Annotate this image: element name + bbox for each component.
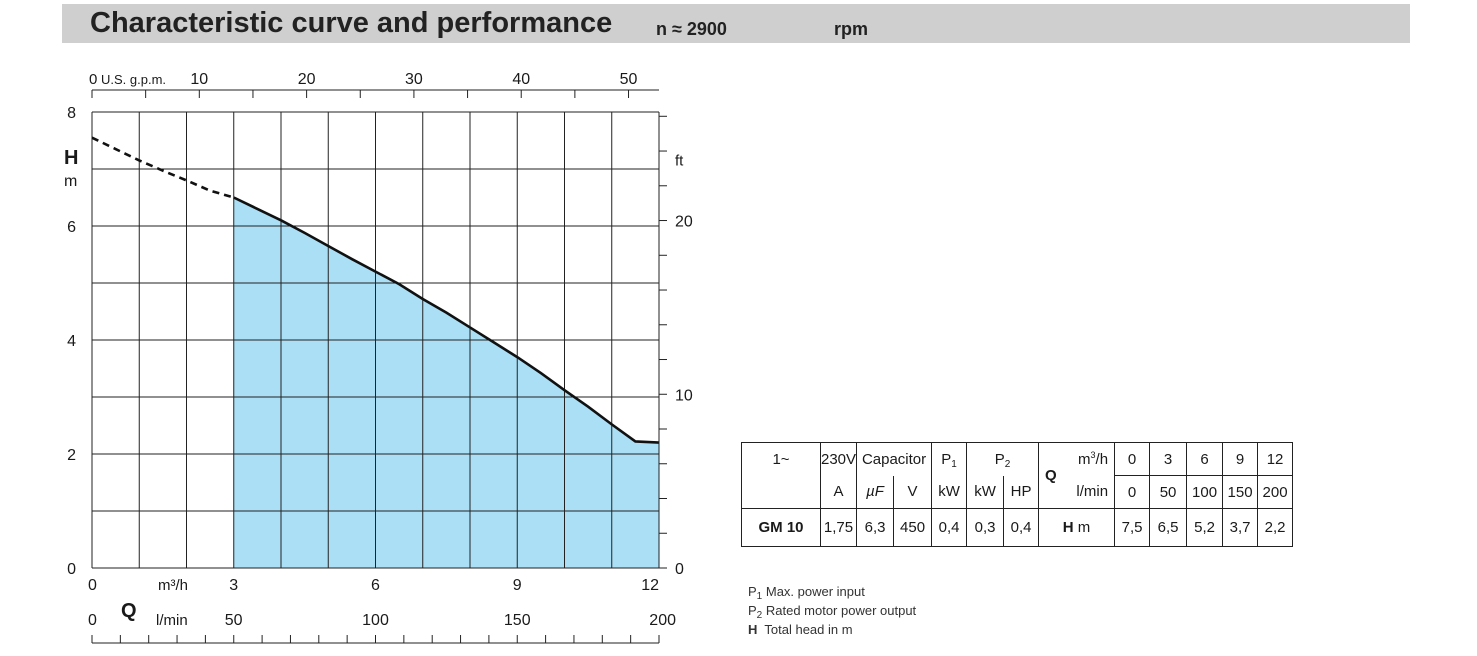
x-tick-label-m3h: 9: [513, 577, 522, 594]
y-axis-unit: m: [64, 173, 77, 190]
page-title: Characteristic curve and performance: [90, 7, 613, 39]
empty-cell: [741, 475, 821, 509]
unit-cell: kW: [931, 475, 968, 509]
head-value: 5,2: [1186, 508, 1224, 547]
unit-cell: kW: [966, 475, 1005, 509]
x-tick-label-lmin: 100: [362, 612, 389, 629]
speed-label: n ≈ 2900: [656, 19, 727, 39]
q-value-lmin: 100: [1186, 475, 1224, 509]
x-tick-label-m3h: 3: [229, 577, 238, 594]
top-tick-label: 10: [190, 71, 208, 88]
phase-cell: 1~: [741, 442, 821, 476]
chart-axes: [91, 89, 667, 644]
x-axis-unit-m3h: m³/h: [158, 577, 188, 594]
x-tick-label-lmin: 150: [504, 612, 531, 629]
spec-table: 1~ 230V Capacitor P1 P2 m3/h 0 3 6 9 12 …: [741, 442, 1294, 547]
q-value-lmin: 0: [1114, 475, 1151, 509]
title-bar: Characteristic curve and performance n ≈…: [62, 4, 1410, 43]
voltage-cell: 230V: [819, 442, 858, 476]
p1-header: P1: [931, 442, 968, 476]
right-tick-label: 20: [675, 214, 693, 231]
model-value: 6,3: [856, 508, 895, 547]
q-unit-lmin-cell: Q l/min: [1038, 467, 1116, 509]
top-tick-label: 20: [298, 71, 316, 88]
q-value-m3h: 6: [1186, 442, 1224, 476]
x-axis-label: Q: [121, 600, 137, 622]
unit-cell: HP: [1003, 475, 1040, 509]
chart-grid: [91, 111, 660, 569]
y-tick-label: 4: [67, 333, 76, 350]
pump-curve: [91, 136, 660, 444]
right-axis-unit: ft: [675, 153, 684, 170]
unit-cell: V: [893, 475, 933, 509]
unit-cell: A: [819, 475, 858, 509]
x-tick-label-m3h: 6: [371, 577, 380, 594]
model-value: 0,3: [966, 508, 1005, 547]
unit-cell: µF: [856, 475, 895, 509]
top-axis-unit: U.S. g.p.m.: [101, 72, 166, 87]
x-tick-label-lmin: 200: [649, 612, 676, 629]
top-tick-label: 40: [512, 71, 530, 88]
model-value: 450: [893, 508, 933, 547]
x-tick-label-m3h: 0: [88, 577, 97, 594]
p2-header: P2: [966, 442, 1040, 476]
q-value-m3h: 0: [1114, 442, 1151, 476]
model-value: 0,4: [931, 508, 968, 547]
head-value: 6,5: [1149, 508, 1188, 547]
speed-unit: rpm: [834, 19, 869, 39]
q-value-lmin: 150: [1222, 475, 1259, 509]
q-value-m3h: 9: [1222, 442, 1259, 476]
footnote-legend: P1 Max. power input P2 Rated motor power…: [748, 583, 916, 638]
y-axis-label: H: [64, 147, 78, 169]
curve-dashed: [91, 136, 235, 199]
model-cell: GM 10: [741, 508, 821, 547]
q-value-lmin: 50: [1149, 475, 1188, 509]
y-tick-label: 2: [67, 447, 76, 464]
x-tick-label-lmin: 50: [225, 612, 243, 629]
curve-solid: [233, 196, 660, 444]
q-label: Q: [1045, 466, 1057, 484]
x-tick-label-lmin: 0: [88, 612, 97, 629]
top-tick-label: 50: [620, 71, 638, 88]
right-tick-label: 0: [675, 561, 684, 578]
y-tick-label: 6: [67, 219, 76, 236]
y-tick-label: 0: [67, 561, 76, 578]
top-tick-label: 30: [405, 71, 423, 88]
legend-h: H Total head in m: [748, 622, 853, 637]
legend-p2: P2 Rated motor power output: [748, 603, 917, 621]
x-tick-label-m3h: 12: [641, 577, 659, 594]
top-tick-label: 0: [89, 71, 97, 88]
model-value: 1,75: [819, 508, 858, 547]
legend-p1: P1 Max. power input: [748, 584, 865, 602]
model-value: 0,4: [1003, 508, 1040, 547]
right-tick-label: 10: [675, 387, 693, 404]
operating-range-area: [233, 197, 659, 568]
q-unit-m3h-cell: m3/h: [1038, 442, 1116, 476]
head-value: 2,2: [1257, 508, 1294, 547]
y-tick-label: 8: [67, 105, 76, 122]
performance-chart: 0 U.S. g.p.m. 10 20 30 40 50 0 10 20 ft 0 2 4 6 8 Hm 0 3 6 9…: [64, 71, 693, 644]
chart-labels: 0 U.S. g.p.m. 10 20 30 40 50 0 10 20 ft 0 2 4 6 8 Hm 0 3 6 9…: [64, 71, 693, 629]
q-value-lmin: 200: [1257, 475, 1294, 509]
x-axis-unit-lmin: l/min: [156, 612, 188, 629]
head-value: 7,5: [1114, 508, 1151, 547]
q-value-m3h: 3: [1149, 442, 1188, 476]
q-value-m3h: 12: [1257, 442, 1294, 476]
head-value: 3,7: [1222, 508, 1259, 547]
head-label-cell: H m: [1038, 508, 1116, 547]
operating-range-fill: [233, 197, 659, 568]
capacitor-header: Capacitor: [856, 442, 933, 476]
